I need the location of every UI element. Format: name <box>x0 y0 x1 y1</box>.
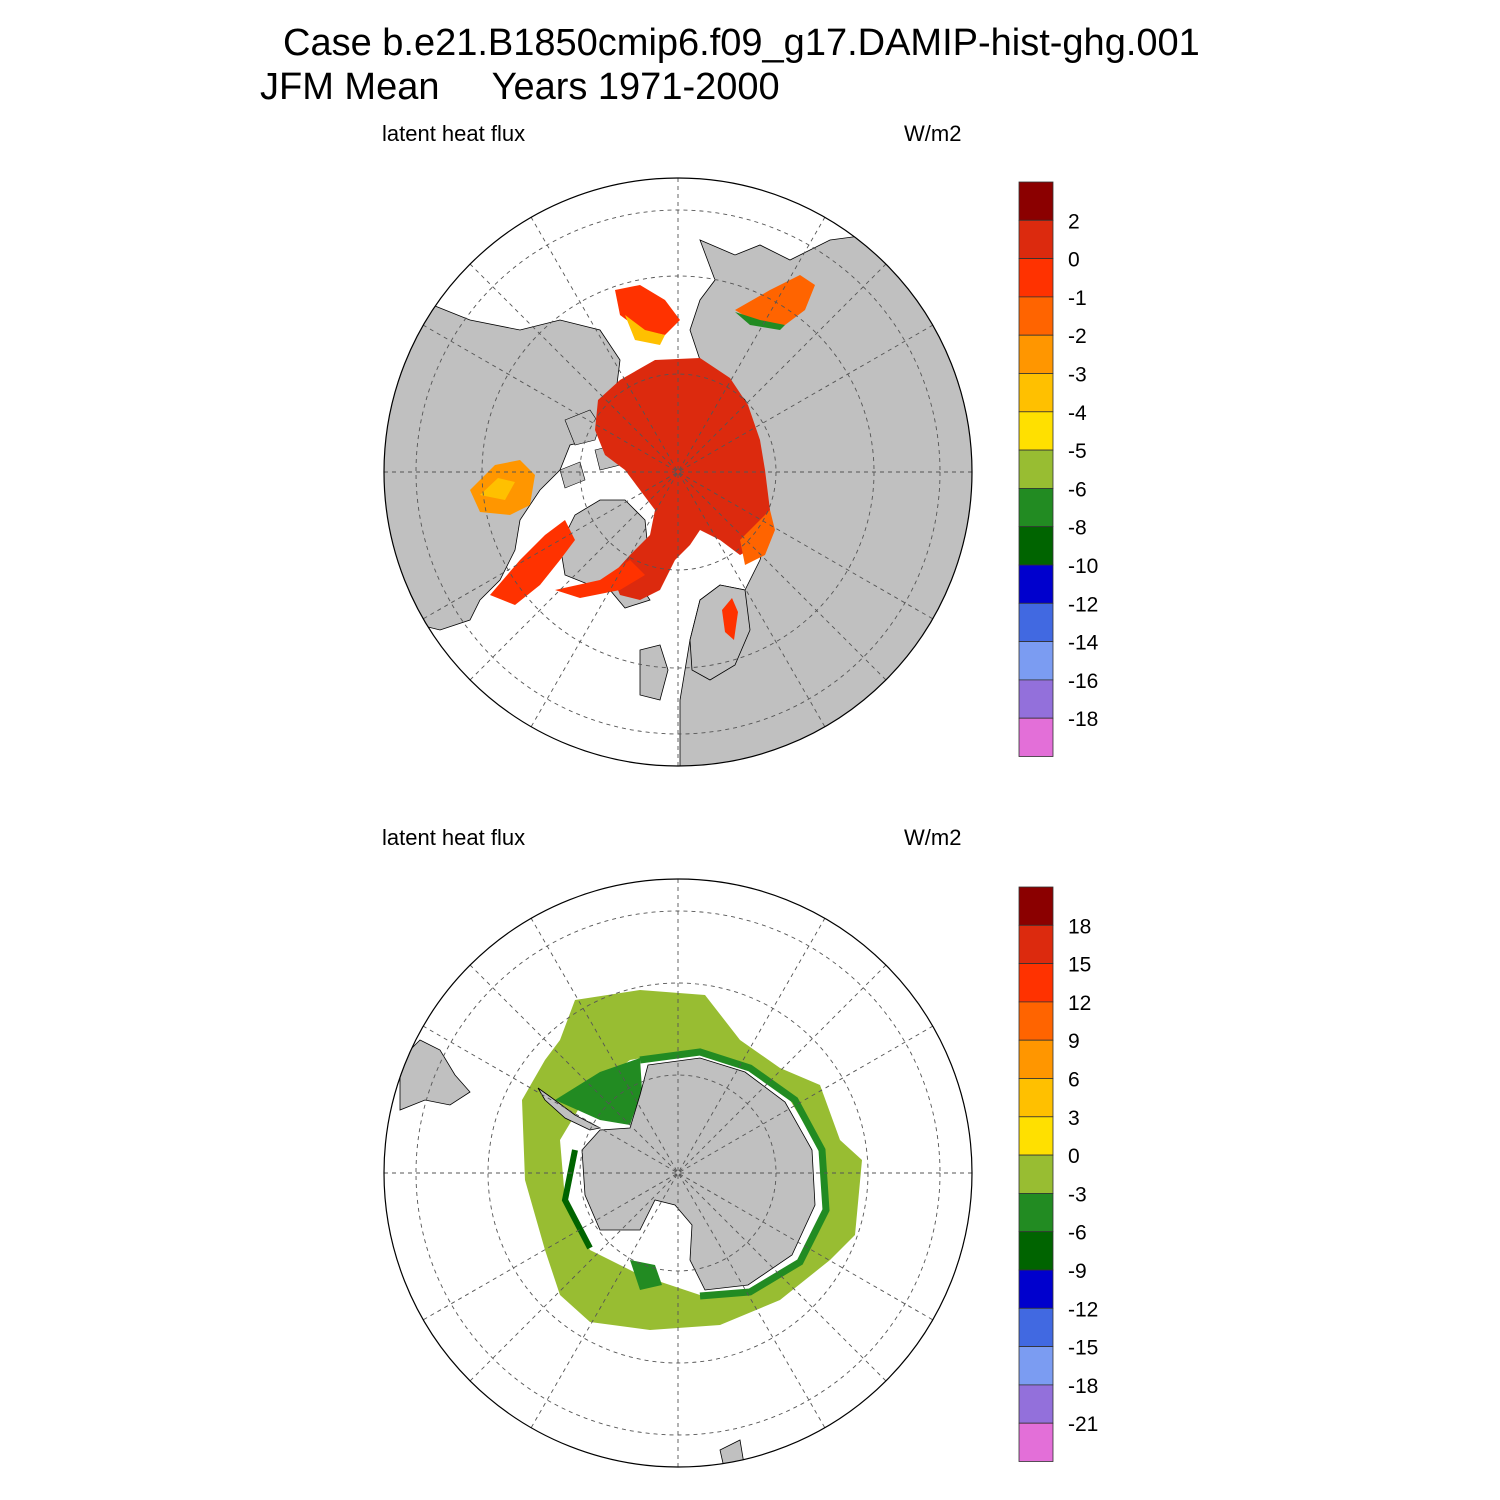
south-graticule <box>384 879 972 1467</box>
north-colorbar-label: -14 <box>1068 632 1099 655</box>
north-data-okhotsk-green <box>735 312 785 330</box>
north-data-hudson-bay-core <box>480 478 515 500</box>
south-land-antarctica <box>581 1057 816 1291</box>
south-colorbar-label: -18 <box>1068 1375 1098 1398</box>
south-colorbar-label: 0 <box>1068 1145 1080 1168</box>
south-colorbar-box <box>1018 1269 1054 1309</box>
south-colorbar-label: 6 <box>1068 1069 1080 1092</box>
north-colorbar-box <box>1018 296 1054 336</box>
north-colorbar-box <box>1018 564 1054 604</box>
south-colorbar-box <box>1018 963 1054 1003</box>
north-data-arctic-orange-rim <box>740 510 775 565</box>
north-colorbar-label: 2 <box>1068 210 1080 233</box>
south-colorbar: 18 15 12 9 6 3 0 -3 -6 -9 -12 -15 -18 -21 <box>1018 886 1098 1462</box>
south-units-label: W/m2 <box>904 825 962 850</box>
south-polar-map <box>383 878 973 1468</box>
north-colorbar-label: -16 <box>1068 670 1098 693</box>
north-colorbar-box <box>1018 717 1054 757</box>
south-data-coastal-ring <box>639 1048 830 1300</box>
north-polar-map <box>383 177 973 767</box>
south-colorbar-box <box>1018 924 1054 964</box>
south-variable-label: latent heat flux <box>382 825 526 850</box>
north-units-label: W/m2 <box>904 121 962 146</box>
case-title: Case b.e21.B1850cmip6.f09_g17.DAMIP-hist… <box>283 22 1200 64</box>
south-colorbar-box <box>1018 1422 1054 1462</box>
south-colorbar-label: 18 <box>1068 915 1091 938</box>
south-colorbar-label: -9 <box>1068 1260 1087 1283</box>
south-colorbar-box <box>1018 1116 1054 1156</box>
north-data-arctic-ocean <box>595 358 770 600</box>
north-colorbar-label: -10 <box>1068 555 1098 578</box>
north-colorbar-box <box>1018 679 1054 719</box>
north-colorbar-label: -2 <box>1068 325 1087 348</box>
north-graticule <box>384 178 972 766</box>
south-colorbar-box <box>1018 1307 1054 1348</box>
south-colorbar-label: -6 <box>1068 1222 1087 1245</box>
north-colorbar-box <box>1018 334 1054 374</box>
south-map-border <box>383 878 973 1468</box>
north-colorbar-label: -3 <box>1068 364 1087 387</box>
north-colorbar-label: -4 <box>1068 402 1087 425</box>
south-data-weddell-patch <box>555 1058 642 1125</box>
north-colorbar-box <box>1018 373 1054 413</box>
south-colorbar-label: -21 <box>1068 1413 1098 1436</box>
south-colorbar-box <box>1018 1193 1054 1233</box>
north-colorbar-box <box>1018 181 1054 221</box>
north-colorbar-label: -5 <box>1068 440 1087 463</box>
south-colorbar-box <box>1018 1384 1054 1424</box>
south-colorbar-box <box>1018 1346 1054 1386</box>
north-colorbar-box <box>1018 641 1054 681</box>
south-colorbar-box <box>1018 1154 1054 1194</box>
south-colorbar-label: -12 <box>1068 1298 1098 1321</box>
north-colorbar-label: -12 <box>1068 593 1098 616</box>
south-colorbar-box <box>1018 1001 1054 1041</box>
north-colorbar-box <box>1018 258 1054 298</box>
north-colorbar-label: -1 <box>1068 287 1087 310</box>
south-colorbar-label: 3 <box>1068 1107 1080 1130</box>
period-title: JFM Mean Years 1971-2000 <box>260 66 780 108</box>
south-colorbar-label: 15 <box>1068 954 1091 977</box>
south-colorbar-label: -15 <box>1068 1337 1098 1360</box>
north-data-bering-yellow <box>625 315 665 345</box>
south-colorbar-label: 9 <box>1068 1030 1080 1053</box>
north-data-greenland-east <box>555 560 645 598</box>
south-colorbar-label: 12 <box>1068 992 1091 1015</box>
south-land-peninsula <box>537 1087 602 1131</box>
north-colorbar: 2 0 -1 -2 -3 -4 -5 -6 -8 -10 -12 -14 -16 -18 <box>1018 181 1099 757</box>
north-colorbar-box <box>1018 411 1054 451</box>
south-colorbar-box <box>1018 1039 1054 1079</box>
north-colorbar-label: 0 <box>1068 249 1080 272</box>
north-colorbar-box <box>1018 602 1054 642</box>
north-variable-label: latent heat flux <box>382 121 526 146</box>
north-colorbar-label: -18 <box>1068 708 1098 731</box>
north-land-uk <box>639 644 669 701</box>
north-colorbar-box <box>1018 219 1054 260</box>
south-colorbar-box <box>1018 1078 1054 1118</box>
north-data-baltic <box>722 598 738 640</box>
north-colorbar-label: -6 <box>1068 478 1087 501</box>
north-data-labrador <box>490 520 575 605</box>
south-colorbar-box <box>1018 886 1054 926</box>
north-colorbar-box <box>1018 487 1054 528</box>
north-colorbar-label: -8 <box>1068 517 1087 540</box>
south-data-coastal-west <box>561 1149 593 1250</box>
north-colorbar-box <box>1018 526 1054 566</box>
north-colorbar-box <box>1018 449 1054 489</box>
south-data-ross-patch <box>630 1260 662 1290</box>
south-colorbar-label: -3 <box>1068 1183 1087 1206</box>
north-map-border <box>383 177 973 767</box>
south-colorbar-box <box>1018 1231 1054 1271</box>
north-data-okhotsk <box>735 275 815 325</box>
